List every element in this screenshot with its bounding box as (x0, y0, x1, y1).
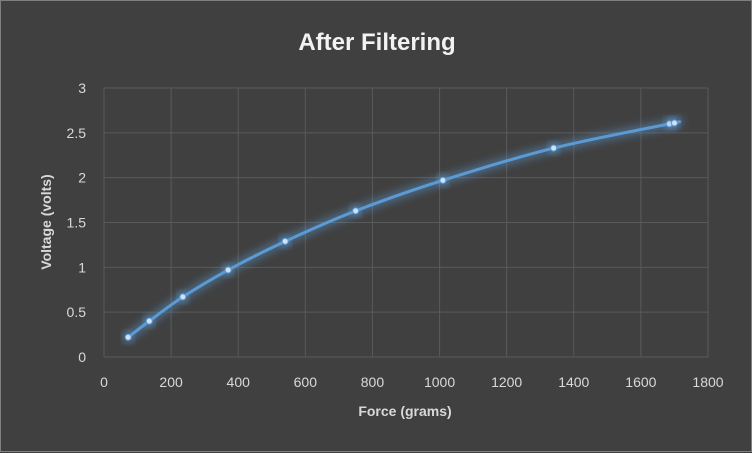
x-tick-label: 200 (159, 374, 183, 390)
data-point (281, 237, 289, 245)
x-axis-title: Force (grams) (358, 403, 451, 419)
x-tick-label: 600 (294, 374, 318, 390)
data-point (179, 293, 187, 301)
data-point (145, 317, 153, 325)
x-tick-label: 1600 (625, 374, 656, 390)
y-tick-label: 2 (78, 170, 86, 186)
data-point (352, 207, 360, 215)
y-tick-label: 0 (78, 349, 86, 365)
x-tick-label: 400 (227, 374, 251, 390)
data-point (670, 119, 678, 127)
chart-title: After Filtering (298, 29, 455, 56)
x-tick-label: 0 (100, 374, 108, 390)
x-tick-label: 800 (361, 374, 385, 390)
y-tick-label: 1 (78, 259, 86, 275)
y-tick-label: 3 (78, 80, 86, 96)
series-line-glow (125, 117, 685, 341)
x-tick-label: 1200 (491, 374, 522, 390)
x-tick-label: 1000 (424, 374, 455, 390)
data-point (124, 333, 132, 341)
y-tick-label: 2.5 (67, 125, 87, 141)
y-tick-label: 1.5 (67, 215, 87, 231)
data-point (439, 176, 447, 184)
axis-ticks: 0 200 400 600 800 1000 1200 1400 1600 1800 0 0.5 1 1.… (67, 80, 724, 390)
gridlines (103, 87, 709, 358)
x-tick-label: 1400 (558, 374, 589, 390)
x-tick-label: 1800 (692, 374, 723, 390)
series-line (126, 120, 682, 339)
data-series (122, 116, 685, 344)
y-axis-title: Voltage (volts) (38, 174, 54, 269)
y-tick-label: 0.5 (67, 304, 87, 320)
data-point (550, 144, 558, 152)
data-point (224, 266, 232, 274)
